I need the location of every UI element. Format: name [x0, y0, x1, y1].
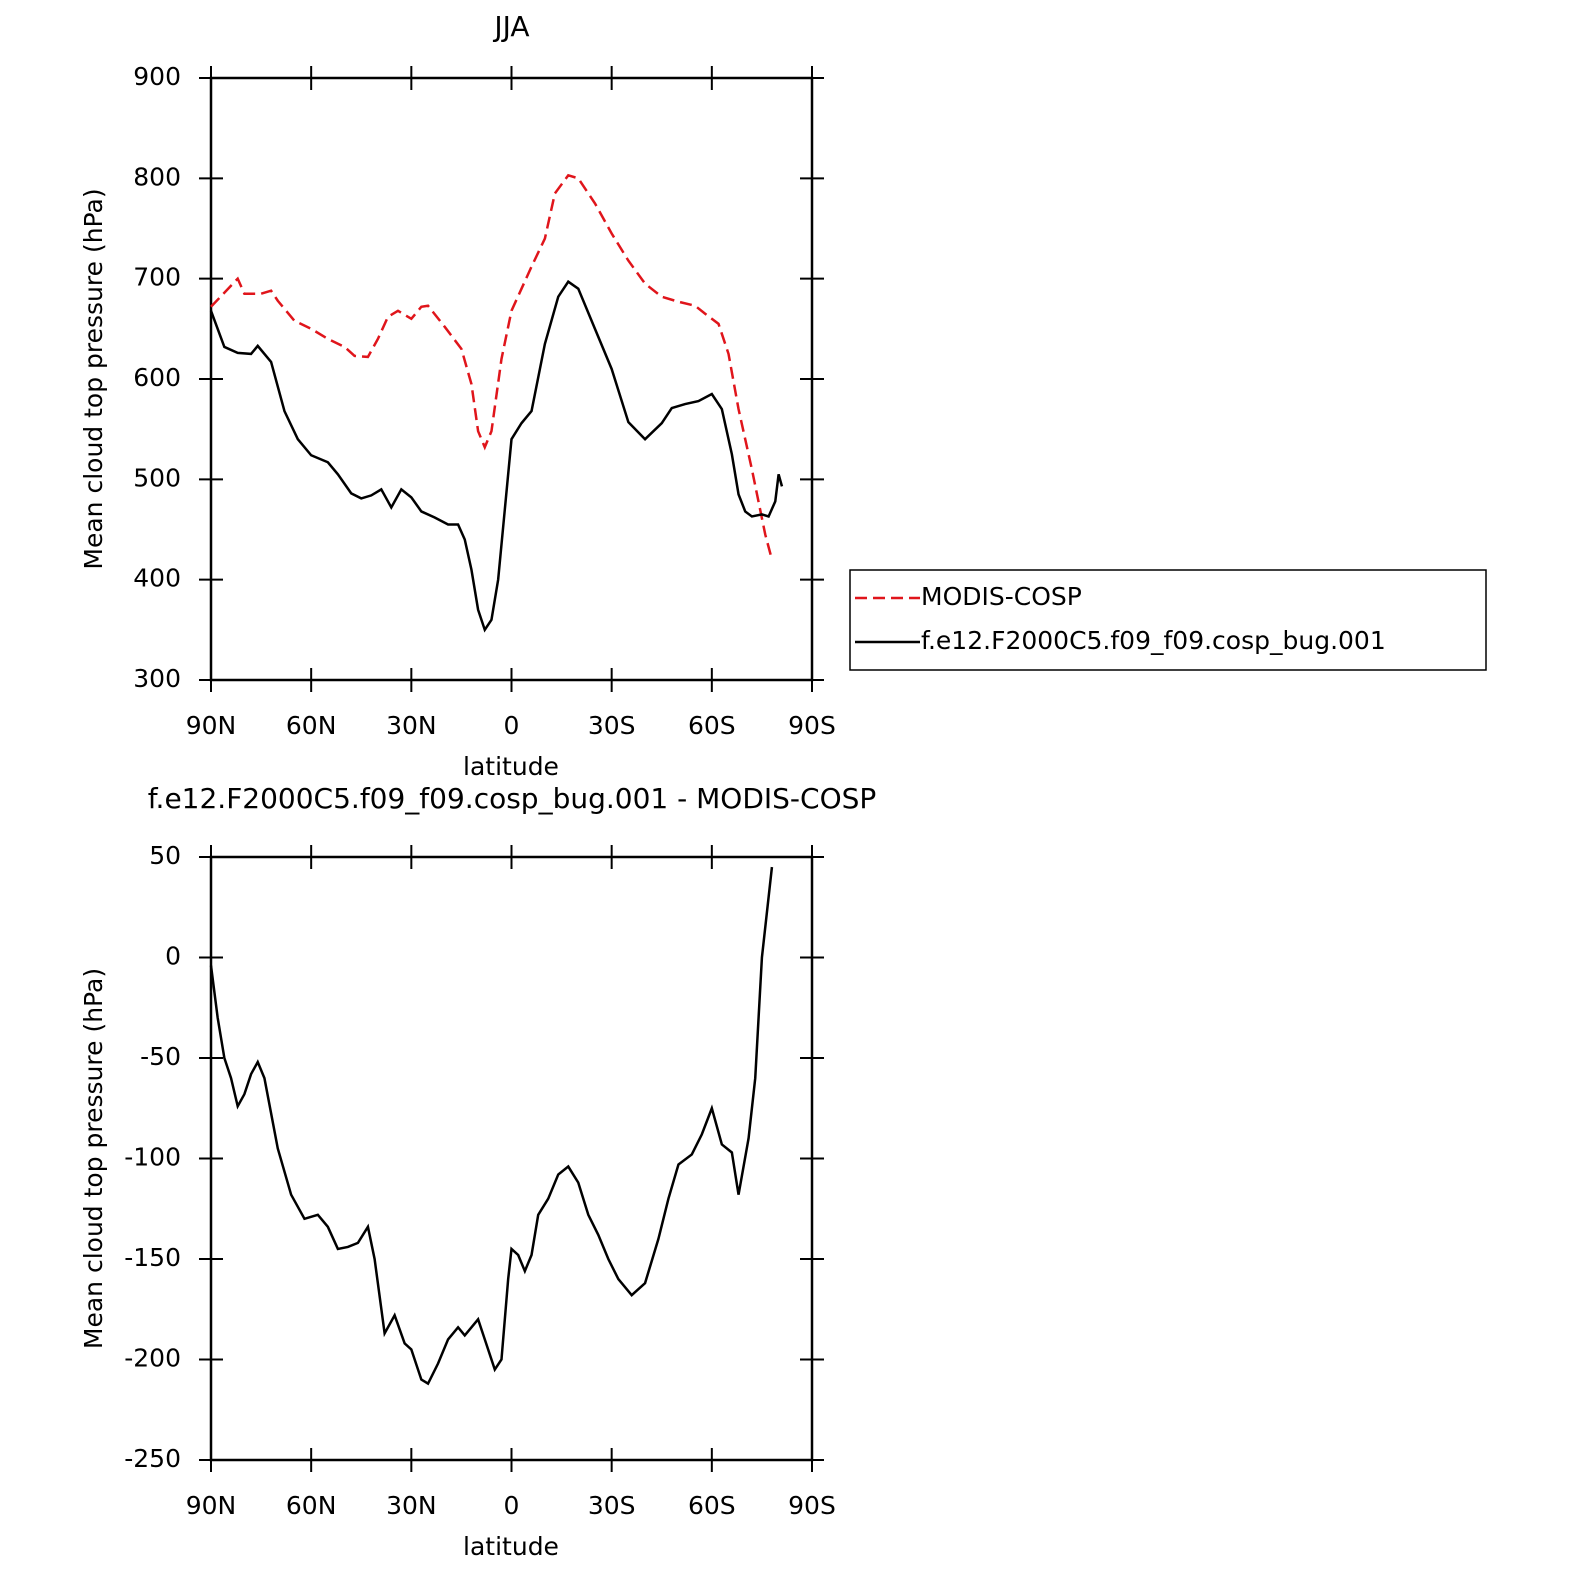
- y-axis-label: Mean cloud top pressure (hPa): [79, 968, 108, 1349]
- x-tick-label: 30N: [386, 711, 437, 740]
- legend: MODIS-COSP f.e12.F2000C5.f09_f09.cosp_bug…: [849, 569, 1487, 671]
- x-tick-label: 90S: [788, 1491, 836, 1520]
- y-tick-label: -150: [124, 1243, 181, 1272]
- x-tick-label: 90N: [186, 1491, 237, 1520]
- x-tick-label: 90S: [788, 711, 836, 740]
- x-tick-label: 60N: [286, 711, 337, 740]
- series-line: [209, 279, 784, 633]
- y-tick-label: 50: [149, 841, 181, 870]
- y-tick-label: -200: [124, 1344, 181, 1373]
- y-axis-label: Mean cloud top pressure (hPa): [79, 188, 108, 569]
- y-tick-label: 700: [133, 263, 181, 292]
- y-tick-label: 600: [133, 363, 181, 392]
- y-tick-label: -100: [124, 1143, 181, 1172]
- y-tick-label: -50: [140, 1042, 181, 1071]
- x-tick-label: 30S: [588, 1491, 636, 1520]
- y-tick-label: 900: [133, 62, 181, 91]
- legend-box: [849, 569, 1487, 671]
- y-tick-label: 300: [133, 664, 181, 693]
- y-tick-label: 400: [133, 564, 181, 593]
- y-tick-label: 0: [165, 942, 181, 971]
- x-tick-label: 30S: [588, 711, 636, 740]
- legend-label: MODIS-COSP: [921, 582, 1082, 611]
- x-tick-label: 0: [504, 1491, 520, 1520]
- chart-title: JJA: [492, 10, 529, 43]
- x-tick-label: 60S: [688, 1491, 736, 1520]
- x-tick-label: 60N: [286, 1491, 337, 1520]
- plot-frame: [209, 76, 814, 682]
- x-axis-label: latitude: [463, 1532, 559, 1561]
- legend-label: f.e12.F2000C5.f09_f09.cosp_bug.001: [921, 626, 1386, 655]
- y-tick-label: 500: [133, 463, 181, 492]
- series-line: [209, 866, 774, 1386]
- series-line: [210, 173, 774, 560]
- y-tick-label: 800: [133, 162, 181, 191]
- x-tick-label: 90N: [186, 711, 237, 740]
- chart-title: f.e12.F2000C5.f09_f09.cosp_bug.001 - MOD…: [148, 782, 877, 815]
- plot-frame: [209, 855, 814, 1462]
- x-tick-label: 30N: [386, 1491, 437, 1520]
- x-tick-label: 0: [504, 711, 520, 740]
- x-axis-label: latitude: [463, 752, 559, 781]
- y-tick-label: -250: [124, 1444, 181, 1473]
- x-tick-label: 60S: [688, 711, 736, 740]
